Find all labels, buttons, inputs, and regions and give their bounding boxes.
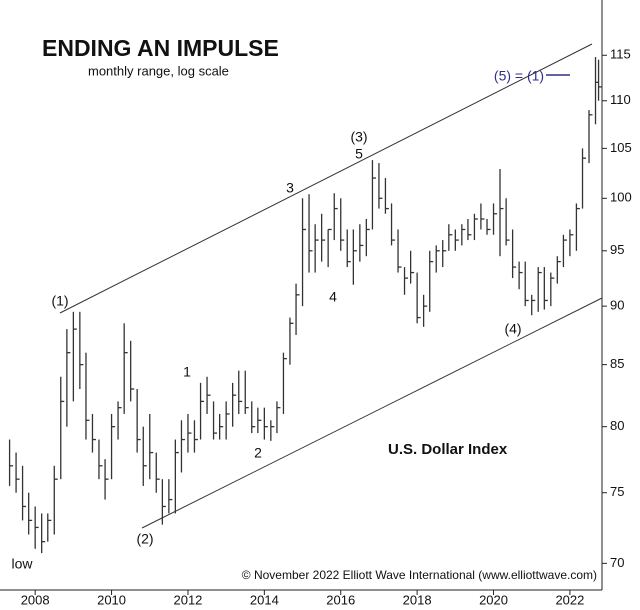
x-tick-label: 2018: [403, 592, 432, 607]
chart-title: ENDING AN IMPULSE: [42, 35, 279, 61]
wave-label: (4): [504, 321, 521, 337]
series-label: U.S. Dollar Index: [388, 441, 508, 458]
wave-label: (1): [51, 293, 68, 309]
wave-label: 4: [329, 289, 337, 305]
x-tick-label: 2014: [250, 592, 279, 607]
x-tick-label: 2020: [479, 592, 508, 607]
y-tick-label: 75: [610, 484, 624, 499]
y-tick-label: 100: [610, 190, 632, 205]
wave-label: 5: [355, 146, 363, 162]
y-tick-label: 80: [610, 418, 624, 433]
chart-subtitle: monthly range, log scale: [88, 63, 229, 78]
x-tick-label: 2016: [326, 592, 355, 607]
y-tick-label: 70: [610, 555, 624, 570]
y-tick-label: 110: [610, 92, 631, 107]
source: © November 2022 Elliott Wave Internation…: [242, 568, 597, 582]
y-tick-label: 85: [610, 356, 624, 371]
x-tick-label: 2008: [21, 592, 50, 607]
upper-channel-line: [59, 43, 593, 314]
y-tick-label: 115: [610, 47, 631, 62]
wave-label: (5) = (1): [494, 68, 544, 84]
wave-label: 1: [183, 364, 191, 380]
x-tick-label: 2010: [97, 592, 126, 607]
x-tick-label: 2022: [555, 592, 584, 607]
lower-channel-line: [141, 297, 603, 529]
wave-label: low: [11, 556, 33, 572]
wave-label: (3): [350, 129, 367, 145]
wave-label: (2): [136, 531, 153, 547]
y-tick-label: 105: [610, 140, 632, 155]
wave-label: 2: [254, 445, 262, 461]
y-tick-label: 95: [610, 242, 624, 257]
wave-label: 3: [286, 180, 294, 196]
x-tick-label: 2012: [173, 592, 202, 607]
y-tick-label: 90: [610, 298, 624, 313]
